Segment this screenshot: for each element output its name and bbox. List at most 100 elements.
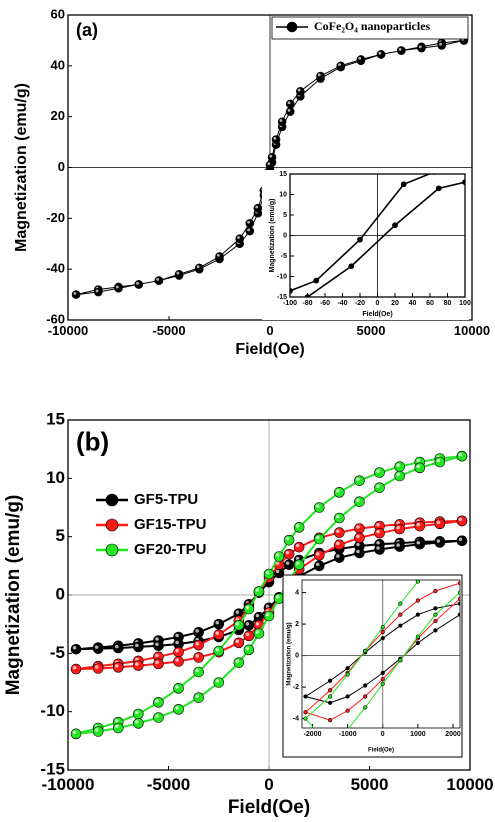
- y-tick-label: 40: [51, 57, 65, 72]
- data-point: [357, 236, 363, 243]
- x-tick-label: 5000: [357, 323, 386, 338]
- marker-highlight: [235, 639, 240, 644]
- x-tick-label: -20: [355, 300, 365, 307]
- data-point: [304, 294, 311, 297]
- marker-highlight: [267, 162, 271, 166]
- y-tick-label: 0: [58, 159, 65, 174]
- data-point: [354, 532, 365, 544]
- data-point: [94, 287, 103, 297]
- marker-highlight: [316, 562, 320, 567]
- data-point: [394, 470, 405, 482]
- data-point: [380, 670, 385, 675]
- data-point: [283, 559, 295, 570]
- data-point: [243, 644, 255, 656]
- data-point: [334, 487, 345, 498]
- y-tick-label: 0: [283, 232, 287, 239]
- data-point: [356, 55, 366, 64]
- data-point: [245, 226, 255, 236]
- data-point: [235, 234, 244, 243]
- data-point: [193, 652, 204, 663]
- data-point: [265, 160, 275, 170]
- data-point: [193, 639, 204, 651]
- x-tick-label: 0: [381, 731, 385, 738]
- data-point: [376, 50, 386, 59]
- data-point: [195, 263, 204, 273]
- marker-highlight: [245, 622, 250, 626]
- panel: -100 -80 -60 -40 -20 0 20 40 60 80 100 -15 -10 -5 0 5 10…: [262, 170, 471, 320]
- y-tick-label: 4: [295, 589, 299, 596]
- data-point: [398, 658, 403, 663]
- legend-box: [271, 16, 469, 40]
- y-tick-label: 5: [56, 526, 65, 545]
- x-tick-label: -60: [320, 300, 330, 307]
- data-point: [354, 523, 365, 534]
- marker-highlight: [155, 637, 159, 641]
- data-point: [327, 694, 333, 699]
- data-point: [417, 43, 426, 53]
- marker-highlight: [235, 617, 240, 621]
- y-axis-label: Magnetization (emu/g): [287, 622, 293, 685]
- data-point: [134, 280, 143, 289]
- marker-highlight: [95, 289, 99, 293]
- y-tick-label: -5: [281, 253, 287, 260]
- marker-highlight: [215, 647, 219, 652]
- panel-title: (b): [76, 426, 109, 456]
- marker-highlight: [175, 640, 179, 645]
- marker-highlight: [216, 253, 220, 257]
- data-point: [243, 603, 255, 615]
- marker-highlight: [275, 595, 280, 599]
- data-point: [456, 535, 468, 547]
- data-point: [313, 560, 325, 572]
- inset-background: [262, 170, 469, 320]
- data-point: [380, 625, 385, 630]
- data-point: [348, 263, 355, 270]
- marker-highlight: [458, 452, 463, 457]
- data-point: [153, 712, 164, 723]
- data-point: [112, 722, 124, 734]
- x-tick-label: 1000: [410, 731, 426, 738]
- data-point: [133, 660, 144, 671]
- x-tick-label: -5000: [152, 323, 185, 338]
- data-point: [70, 663, 82, 675]
- data-point: [457, 612, 460, 617]
- marker-highlight: [376, 529, 380, 534]
- y-tick-label: -20: [46, 210, 65, 225]
- marker-highlight: [275, 553, 280, 557]
- marker-highlight: [376, 546, 380, 550]
- data-point: [363, 683, 368, 688]
- data-point: [433, 588, 438, 594]
- x-tick-label: 10000: [454, 323, 490, 338]
- marker-highlight: [94, 665, 99, 669]
- data-point: [394, 461, 405, 472]
- marker-highlight: [135, 662, 139, 666]
- marker-highlight: [237, 236, 240, 239]
- marker-highlight: [265, 612, 270, 617]
- x-tick-label: -1000: [339, 731, 357, 738]
- data-point: [213, 618, 225, 630]
- x-tick-label: 80: [444, 300, 452, 307]
- marker-highlight: [255, 588, 260, 592]
- data-point: [245, 219, 255, 228]
- series: [304, 179, 465, 297]
- marker-highlight: [135, 643, 139, 648]
- y-tick-label: -4: [293, 715, 299, 722]
- marker-highlight: [356, 549, 360, 554]
- x-tick-label: 0: [264, 775, 273, 794]
- y-tick-label: -40: [46, 261, 65, 276]
- data-point: [92, 726, 104, 737]
- marker-highlight: [416, 522, 420, 527]
- data-point: [193, 692, 204, 703]
- y-axis-label: Magnetization (emu/g): [269, 199, 276, 273]
- data-point: [263, 568, 275, 580]
- data-point: [233, 637, 245, 649]
- data-point: [380, 636, 385, 641]
- data-point: [363, 694, 368, 699]
- data-point: [432, 174, 437, 175]
- data-point: [173, 683, 184, 694]
- marker-highlight: [175, 633, 179, 638]
- series: [290, 174, 437, 294]
- data-point: [437, 41, 447, 50]
- x-tick-label: -10000: [48, 323, 88, 338]
- x-tick-label: 10000: [446, 775, 493, 794]
